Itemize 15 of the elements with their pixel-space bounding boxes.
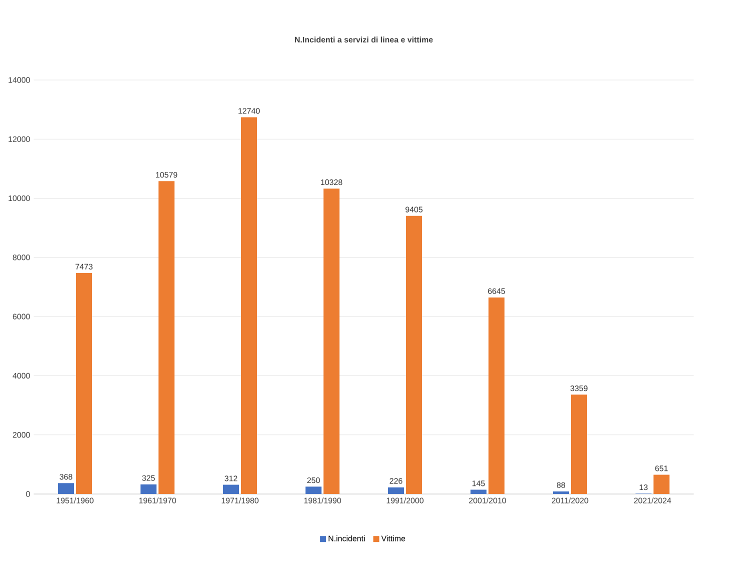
bar [323, 188, 340, 494]
bar [240, 117, 257, 494]
bar [388, 487, 404, 494]
bar [223, 484, 240, 494]
bar [488, 297, 504, 494]
bar [76, 273, 92, 494]
bar [553, 491, 569, 494]
bar [653, 474, 670, 494]
bar [470, 490, 486, 494]
bar [570, 394, 587, 494]
bar [306, 486, 322, 494]
bar [58, 483, 74, 494]
bar [406, 216, 422, 494]
bar [140, 484, 157, 494]
bar [158, 181, 174, 494]
